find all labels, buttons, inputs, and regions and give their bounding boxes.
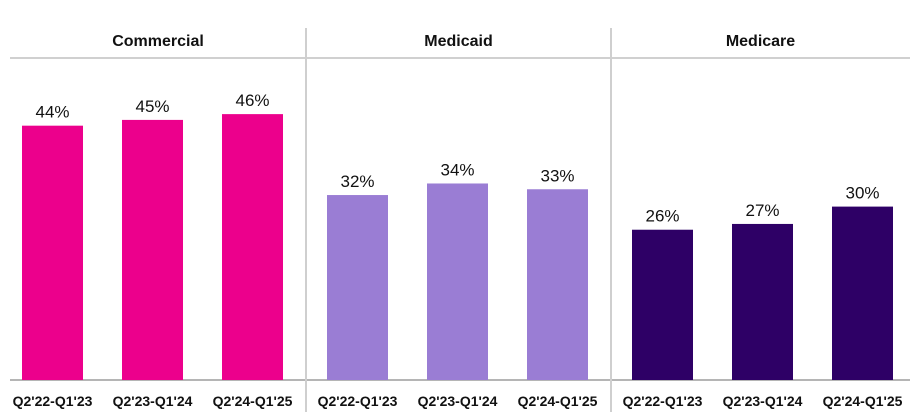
bar-commercial-1 [22, 125, 83, 381]
x-tick-label: Q2'22-Q1'23 [623, 393, 703, 409]
x-tick-label: Q2'23-Q1'24 [723, 393, 803, 409]
data-label: 30% [845, 184, 879, 203]
bar-commercial-2 [122, 119, 183, 381]
x-tick-label: Q2'24-Q1'25 [518, 393, 598, 409]
chart-panels: Commercial 44% Q2'22-Q1'23 45% Q2'23-Q1'24 46… [10, 28, 910, 412]
data-label: 46% [235, 91, 269, 110]
data-label: 26% [645, 207, 679, 226]
bar-commercial-3 [222, 114, 283, 381]
panel-title-commercial: Commercial [112, 33, 204, 50]
panel-title-medicare: Medicare [726, 33, 795, 50]
bar-medicaid-1 [327, 195, 388, 380]
data-label: 27% [745, 201, 779, 220]
data-label: 33% [540, 166, 574, 185]
x-tick-label: Q2'23-Q1'24 [418, 393, 498, 409]
bar-medicare-3 [832, 206, 893, 380]
x-tick-label: Q2'23-Q1'24 [113, 393, 193, 409]
data-label: 34% [440, 160, 474, 179]
data-label: 44% [35, 103, 69, 122]
bar-medicaid-3 [527, 189, 588, 380]
x-tick-label: Q2'24-Q1'25 [213, 393, 293, 409]
bar-medicare-1 [632, 229, 693, 380]
panel-title-medicaid: Medicaid [424, 33, 492, 50]
data-label: 32% [340, 172, 374, 191]
x-tick-label: Q2'22-Q1'23 [318, 393, 398, 409]
bar-medicare-2 [732, 223, 793, 380]
data-label: 45% [135, 97, 169, 116]
bar-medicaid-2 [427, 183, 488, 380]
x-tick-label: Q2'22-Q1'23 [13, 393, 93, 409]
x-tick-label: Q2'24-Q1'25 [823, 393, 903, 409]
